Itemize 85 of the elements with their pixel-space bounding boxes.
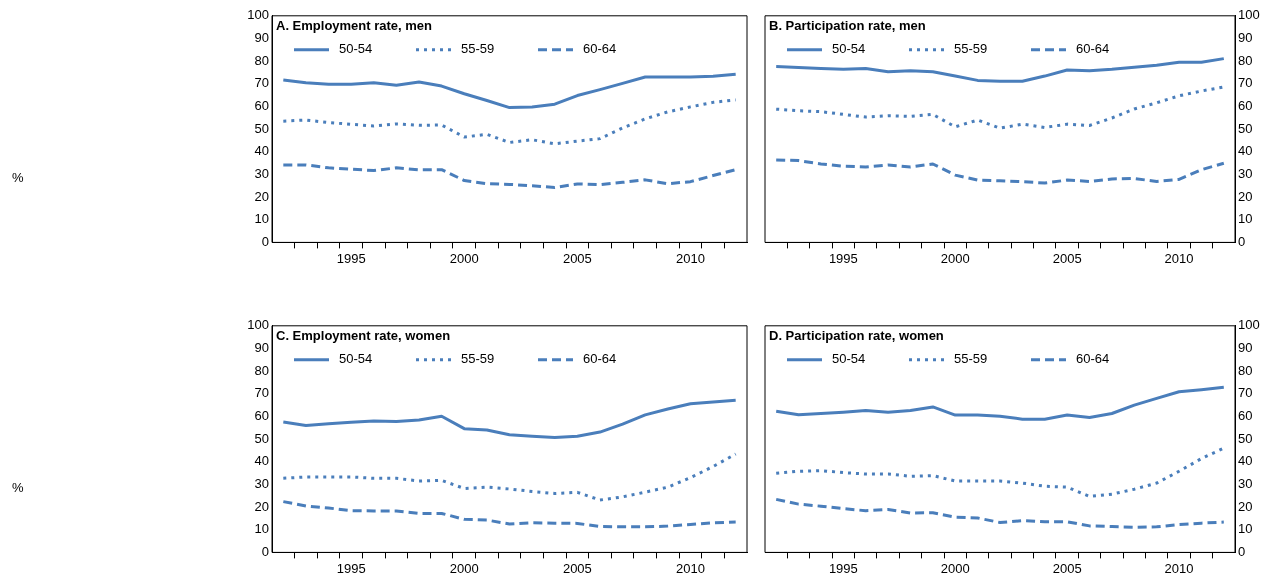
x-tick-label: 1995 (336, 560, 366, 576)
chart-title: B. Participation rate, men (769, 18, 926, 34)
y-tick-label: 0 (261, 543, 269, 559)
y2-tick-label: 60 (1238, 408, 1253, 424)
y2-tick-label: 10 (1238, 521, 1253, 537)
x-tick-label: 2000 (940, 560, 970, 576)
line-series (281, 163, 738, 190)
x-tick-label: 2000 (940, 250, 970, 266)
line-series (774, 158, 1226, 185)
y2-tick-label: 20 (1238, 188, 1253, 204)
legend-label: 50-54 (832, 351, 866, 367)
legend-label: 55-59 (461, 41, 495, 57)
y-tick-label: 20 (254, 188, 269, 204)
y-tick-label: 60 (254, 98, 269, 114)
y-tick-label: 50 (254, 120, 269, 136)
x-tick-label: 2000 (449, 560, 479, 576)
y-tick-label: 100 (247, 7, 269, 23)
y-tick-label: 0 (261, 233, 269, 249)
y-tick-label: 30 (254, 476, 269, 491)
y2-tick-label: 0 (1238, 543, 1246, 559)
y-tick-label: 100 (247, 317, 269, 333)
y2-tick-label: 40 (1238, 143, 1253, 159)
chart-title: A. Employment rate, men (276, 18, 433, 34)
y2-tick-label: 30 (1238, 166, 1253, 181)
legend-label: 55-59 (954, 41, 988, 57)
x-tick-label: 1995 (336, 250, 366, 266)
y-tick-label: 20 (254, 498, 269, 514)
line-series (281, 500, 738, 529)
y-tick-label: 70 (254, 385, 269, 401)
y2-tick-label: 10 (1238, 211, 1253, 227)
x-tick-label: 2005 (1052, 250, 1082, 266)
legend-label: 55-59 (461, 351, 495, 367)
y-tick-label: 10 (254, 211, 269, 227)
y2-tick-label: 60 (1238, 98, 1253, 114)
y2-tick-label: 70 (1238, 75, 1253, 91)
y2-tick-label: 80 (1238, 52, 1253, 68)
line-series (774, 497, 1226, 529)
legend-label: 50-54 (832, 41, 866, 57)
chart-title: D. Participation rate, women (769, 328, 944, 344)
y2-tick-label: 90 (1238, 340, 1253, 356)
x-tick-label: 1995 (828, 250, 858, 266)
legend-label: 60-64 (1076, 351, 1110, 367)
legend-label: 50-54 (339, 41, 373, 57)
x-tick-label: 1995 (828, 560, 858, 576)
y-tick-label: 80 (254, 362, 269, 378)
y2-tick-label: 90 (1238, 30, 1253, 46)
y-tick-label: 30 (254, 166, 269, 181)
y-tick-label: 40 (254, 453, 269, 469)
y-axis-title: % (12, 170, 24, 185)
x-tick-label: 2010 (675, 560, 705, 576)
y2-tick-label: 100 (1238, 7, 1260, 23)
line-series (281, 98, 738, 146)
y-tick-label: 40 (254, 143, 269, 159)
y-tick-label: 90 (254, 30, 269, 46)
x-tick-label: 2010 (675, 250, 705, 266)
x-tick-label: 2005 (562, 250, 592, 266)
y2-tick-label: 70 (1238, 385, 1253, 401)
x-tick-label: 2010 (1164, 560, 1194, 576)
y2-tick-label: 80 (1238, 362, 1253, 378)
chart-title: C. Employment rate, women (276, 328, 451, 344)
legend-label: 60-64 (583, 351, 617, 367)
line-series (774, 85, 1226, 130)
x-tick-label: 2000 (449, 250, 479, 266)
y2-tick-label: 20 (1238, 498, 1253, 514)
y2-tick-label: 50 (1238, 120, 1253, 136)
x-tick-label: 2005 (1052, 560, 1082, 576)
line-series (281, 452, 738, 502)
y2-tick-label: 40 (1238, 453, 1253, 469)
y-tick-label: 60 (254, 408, 269, 424)
y2-tick-label: 50 (1238, 430, 1253, 446)
y-tick-label: 50 (254, 430, 269, 446)
y2-tick-label: 100 (1238, 317, 1260, 333)
y2-tick-label: 30 (1238, 476, 1253, 491)
y-tick-label: 70 (254, 75, 269, 91)
x-tick-label: 2010 (1164, 250, 1194, 266)
y2-tick-label: 0 (1238, 233, 1246, 249)
y-axis-title: % (12, 480, 24, 495)
y-tick-label: 90 (254, 340, 269, 356)
legend-label: 55-59 (954, 351, 988, 367)
legend-label: 50-54 (339, 351, 373, 367)
legend-label: 60-64 (583, 41, 617, 57)
legend-label: 60-64 (1076, 41, 1110, 57)
y-tick-label: 10 (254, 521, 269, 537)
y-tick-label: 80 (254, 52, 269, 68)
x-tick-label: 2005 (562, 560, 592, 576)
